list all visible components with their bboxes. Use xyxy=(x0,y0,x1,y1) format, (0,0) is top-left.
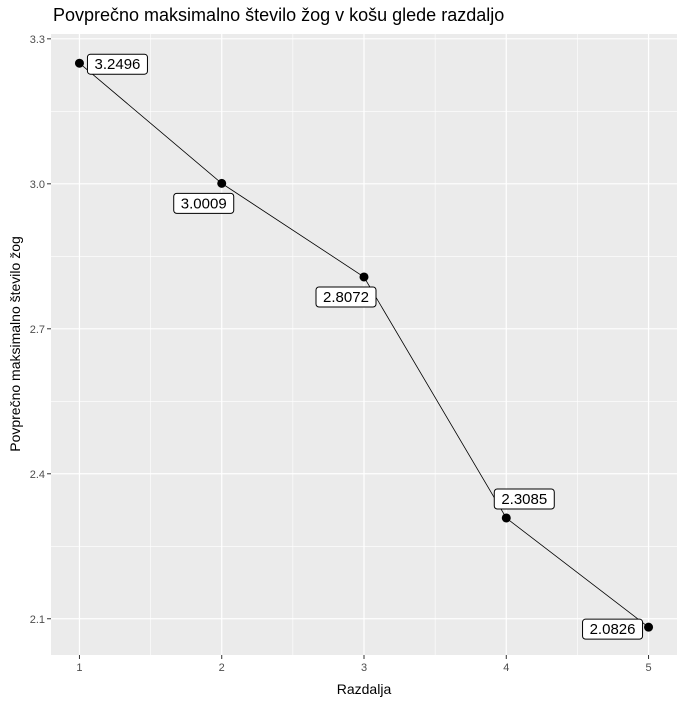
y-tick-label: 2.1 xyxy=(30,614,45,626)
data-label-box xyxy=(315,286,377,308)
data-label: 3.2496 xyxy=(86,53,148,75)
x-tick-label: 4 xyxy=(503,662,509,674)
data-point xyxy=(217,178,227,188)
data-label-box xyxy=(493,488,555,510)
chart-title: Povprečno maksimalno število žog v košu … xyxy=(53,5,505,25)
data-label: 3.0009 xyxy=(173,192,235,214)
data-label: 2.8072 xyxy=(315,286,377,308)
x-tick-label: 5 xyxy=(645,662,651,674)
y-tick-label: 3.3 xyxy=(30,34,45,46)
y-tick-label: 2.4 xyxy=(30,469,45,481)
data-label-text: 2.8072 xyxy=(323,289,369,306)
data-labels: 3.2496 3.0009 2.8072 2.3085 2.0826 xyxy=(86,53,644,640)
y-axis-title: Povprečno maksimalno število žog xyxy=(7,236,23,452)
data-label-box xyxy=(86,53,148,75)
y-tick-label: 2.7 xyxy=(30,324,45,336)
data-point xyxy=(501,513,511,523)
data-label: 2.0826 xyxy=(582,618,644,640)
data-label-text: 3.0009 xyxy=(181,195,227,212)
data-label-text: 2.3085 xyxy=(501,491,547,508)
axis-ticks: 1 2 3 4 5 2.1 2.4 2.7 3.0 3.3 xyxy=(30,34,652,674)
data-label-box xyxy=(582,618,644,640)
x-tick-label: 3 xyxy=(361,662,367,674)
x-tick-label: 2 xyxy=(219,662,225,674)
data-label-box xyxy=(173,192,235,214)
grid-major xyxy=(51,34,677,655)
data-point xyxy=(644,622,654,632)
data-label-text: 3.2496 xyxy=(95,56,141,73)
data-label-text: 2.0826 xyxy=(590,621,636,638)
x-axis-title: Razdalja xyxy=(337,681,392,697)
x-tick-label: 1 xyxy=(76,662,82,674)
data-point xyxy=(359,272,369,282)
data-point xyxy=(74,58,84,68)
y-tick-label: 3.0 xyxy=(30,179,45,191)
data-label: 2.3085 xyxy=(493,488,555,510)
series xyxy=(74,58,654,632)
